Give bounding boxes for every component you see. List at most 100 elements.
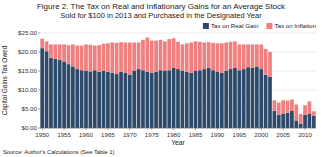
grid-line [40,128,316,129]
bar [211,43,215,70]
bar [106,43,110,71]
bar [75,69,79,128]
bar [176,42,180,69]
bar [145,72,149,128]
bar [202,69,206,128]
y-tick-label: $20.00 [18,48,37,55]
bar [216,43,220,71]
bar [264,75,268,128]
x-axis-label: Year [171,139,185,146]
bar [97,72,101,128]
bar [141,70,145,128]
bar [172,38,176,68]
x-tick-label: 2005 [276,131,290,138]
x-tick-label: 1990 [211,131,225,138]
bar [211,70,215,128]
bar [246,44,250,67]
bar [273,100,277,111]
title: Figure 2. The Tax on Real and Inflationa… [37,2,286,11]
bar [49,44,53,57]
bar [281,114,285,128]
bar [237,44,241,70]
bar [312,116,316,128]
bar [224,43,228,72]
bar [286,113,290,128]
bar [216,72,220,128]
bar [53,59,57,128]
bar [308,114,312,128]
bar [202,43,206,70]
bar [251,68,255,128]
bar [45,51,49,128]
bar [67,45,71,64]
bar [294,120,298,128]
x-tick-label: 1960 [79,131,93,138]
bar [286,101,290,113]
bar [106,72,110,128]
legend-swatch [266,23,272,29]
x-tick-label: 1955 [57,131,71,138]
x-tick-label: 1995 [232,131,246,138]
x-tick-label: 1985 [189,131,203,138]
bar [281,100,285,113]
x-tick-label: 2010 [298,131,312,138]
bar [233,68,237,128]
x-axis: 1950195519601965197019751980198519901995… [35,128,316,138]
bar [132,43,136,72]
bar [277,103,281,115]
bar [299,123,303,128]
bar [299,114,303,124]
legend-item: Tax on Inflation [266,22,316,29]
bar [259,44,263,69]
bar [80,70,84,128]
bar [273,111,277,128]
bar [255,44,259,66]
bar [154,72,158,128]
bar [49,58,53,128]
y-tick-label: $15.00 [18,67,37,74]
bar [124,73,128,128]
bar [93,70,97,128]
bar [303,105,307,115]
bar [58,44,62,59]
bar [233,41,237,68]
bar [255,66,259,128]
bar [220,73,224,128]
bar [128,43,132,75]
bar [102,71,106,128]
legend-item: Tax on Real Gain [203,22,259,29]
y-tick [38,128,40,129]
bar [246,67,250,128]
y-tick [38,90,40,91]
bar [40,48,44,128]
bar [163,71,167,128]
bar [312,111,316,116]
y-tick [38,52,40,53]
legend-label: Tax on Real Gain [211,22,259,29]
bar [124,43,128,73]
source: Source: Author's Calculations (See Table… [3,149,115,155]
bar [229,42,233,69]
bar [308,101,312,113]
bar [110,73,114,128]
bar [62,44,66,61]
bar [207,68,211,128]
x-tick-label: 1950 [35,131,49,138]
y-tick [38,33,40,34]
legend: Tax on Real Gain Tax on Inflation [203,22,317,29]
bar [303,115,307,128]
bar [137,43,141,70]
y-axis: $0.00$5.00$10.00$15.00$20.00$25.00 [18,29,316,131]
bar [150,41,154,73]
x-tick-label: 1965 [101,131,115,138]
bar [154,41,158,72]
bar [89,45,93,72]
bar [115,43,119,74]
bar [71,66,75,128]
bar [229,69,233,128]
bar [93,46,97,71]
bar [159,40,163,70]
bar [84,44,88,71]
bar [181,71,185,128]
y-tick [38,109,40,110]
